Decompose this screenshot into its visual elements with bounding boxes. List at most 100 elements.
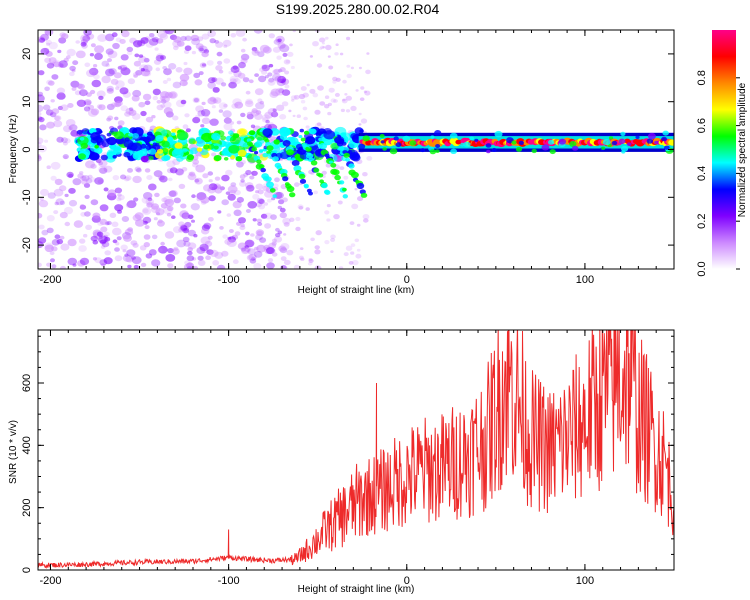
heatmap-cell bbox=[172, 115, 179, 121]
heatmap-cell bbox=[39, 197, 44, 201]
heatmap-cell bbox=[38, 111, 42, 117]
heatmap-cell bbox=[61, 33, 69, 40]
heatmap-cell bbox=[162, 80, 168, 84]
heatmap-cell bbox=[121, 216, 130, 222]
heatmap-cell bbox=[171, 132, 176, 136]
heatmap-cell bbox=[179, 210, 189, 218]
heatmap-cell bbox=[234, 101, 244, 109]
heatmap-cell bbox=[160, 91, 170, 99]
heatmap-cell bbox=[78, 153, 86, 160]
heatmap-cell bbox=[148, 38, 159, 46]
heatmap-cell bbox=[53, 61, 61, 68]
heatmap-cell bbox=[156, 99, 162, 104]
heatmap-cell bbox=[84, 194, 90, 199]
heatmap-cell bbox=[264, 66, 270, 71]
heatmap-cell bbox=[379, 134, 385, 138]
heatmap-cell bbox=[349, 221, 355, 226]
heatmap-cell bbox=[222, 39, 232, 47]
heatmap-cell bbox=[282, 217, 291, 225]
heatmap-cell bbox=[123, 151, 131, 158]
heatmap-cell bbox=[395, 142, 402, 148]
heatmap-cell bbox=[207, 97, 217, 105]
heatmap-cell bbox=[197, 255, 204, 261]
heatmap-cell bbox=[103, 165, 113, 173]
heatmap-cell bbox=[201, 33, 210, 40]
heatmap-cell bbox=[272, 46, 281, 53]
heatmap-cell bbox=[621, 145, 629, 152]
chart-title: S199.2025.280.00.02.R04 bbox=[275, 1, 440, 17]
heatmap-cell bbox=[104, 236, 111, 242]
heatmap-cell bbox=[216, 51, 223, 57]
heatmap-cell bbox=[229, 75, 239, 83]
heatmap-cell bbox=[223, 58, 231, 64]
heatmap-cell bbox=[79, 204, 85, 208]
heatmap-cell bbox=[273, 236, 283, 243]
heatmap-cell bbox=[201, 63, 206, 67]
heatmap-cell bbox=[334, 52, 339, 56]
heatmap-cell bbox=[74, 90, 82, 96]
heatmap-cell bbox=[68, 199, 78, 207]
heatmap-cell bbox=[182, 236, 190, 243]
heatmap-cell bbox=[81, 175, 90, 182]
heatmap-cell bbox=[146, 134, 156, 141]
heatmap-cell bbox=[194, 177, 203, 185]
heatmap-cell bbox=[293, 165, 302, 172]
heatmap-cell bbox=[300, 99, 306, 104]
heatmap-cell bbox=[59, 200, 66, 205]
heatmap-cell bbox=[327, 111, 332, 116]
heatmap-cell bbox=[286, 51, 294, 57]
heatmap-cell bbox=[541, 144, 550, 151]
heatmap-cell bbox=[270, 88, 281, 97]
heatmap-cell bbox=[157, 248, 163, 253]
heatmap-cell bbox=[247, 201, 257, 209]
heatmap-cell bbox=[290, 65, 295, 70]
heatmap-cell bbox=[266, 181, 274, 188]
heatmap-cell bbox=[191, 38, 201, 46]
heatmap-cell bbox=[132, 214, 142, 222]
snr-y-ticks: 0 200 400 600 bbox=[21, 335, 674, 573]
heatmap-cell bbox=[300, 137, 306, 142]
heatmap-cell bbox=[133, 60, 141, 67]
heatmap-cell bbox=[245, 182, 254, 189]
snr-frame bbox=[37, 329, 675, 571]
heatmap-cell bbox=[163, 107, 173, 115]
heatmap-cell bbox=[240, 223, 245, 228]
heatmap-cell bbox=[330, 142, 339, 150]
heatmap-cell bbox=[257, 222, 263, 226]
heatmap-cell bbox=[164, 231, 175, 239]
heatmap-cell bbox=[194, 79, 203, 86]
heatmap-cell bbox=[299, 178, 307, 184]
heatmap-cell bbox=[38, 224, 45, 230]
heatmap-cell bbox=[128, 132, 134, 137]
heatmap-cell bbox=[110, 102, 118, 108]
heatmap-cell bbox=[334, 126, 347, 137]
heatmap-cell bbox=[85, 160, 95, 169]
heatmap-cell bbox=[252, 193, 260, 200]
heatmap-cell bbox=[354, 238, 360, 243]
heatmap-cell bbox=[273, 139, 280, 145]
heatmap-cell bbox=[306, 83, 310, 87]
heatmap-cell bbox=[68, 173, 74, 178]
heatmap-cell bbox=[276, 104, 285, 112]
heatmap-cell bbox=[382, 147, 387, 151]
heatmap-cell bbox=[196, 197, 202, 202]
heatmap-cell bbox=[245, 98, 253, 105]
heatmap-cell bbox=[201, 101, 206, 106]
heatmap-cell bbox=[123, 176, 130, 182]
heatmap-cell bbox=[232, 200, 242, 209]
heatmap-cell bbox=[171, 248, 180, 255]
heatmap-cell bbox=[187, 214, 194, 220]
heatmap-cell bbox=[38, 237, 47, 244]
heatmap-cell bbox=[356, 182, 365, 190]
heatmap-cell bbox=[314, 249, 321, 255]
heatmap-cell bbox=[275, 233, 281, 238]
heatmap-cell bbox=[274, 177, 280, 183]
heatmap-cell bbox=[57, 105, 64, 111]
heatmap-cell bbox=[133, 264, 139, 269]
heatmap-cell bbox=[228, 81, 237, 89]
heatmap-cell bbox=[187, 229, 196, 237]
colorbar-tick-label: 0.0 bbox=[696, 261, 708, 276]
heatmap-cell bbox=[236, 128, 248, 137]
heatmap-cell bbox=[176, 130, 189, 141]
heatmap-cell bbox=[237, 242, 247, 250]
